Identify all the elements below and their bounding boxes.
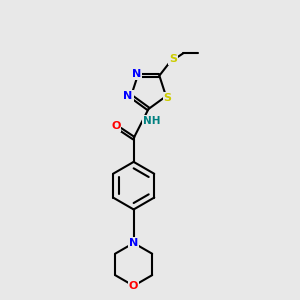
Text: O: O bbox=[129, 281, 138, 291]
Text: O: O bbox=[111, 121, 121, 131]
Text: NH: NH bbox=[143, 116, 160, 126]
Text: S: S bbox=[169, 54, 177, 64]
Text: S: S bbox=[164, 93, 172, 103]
Text: N: N bbox=[123, 91, 133, 101]
Text: N: N bbox=[129, 238, 138, 248]
Text: N: N bbox=[132, 69, 141, 79]
